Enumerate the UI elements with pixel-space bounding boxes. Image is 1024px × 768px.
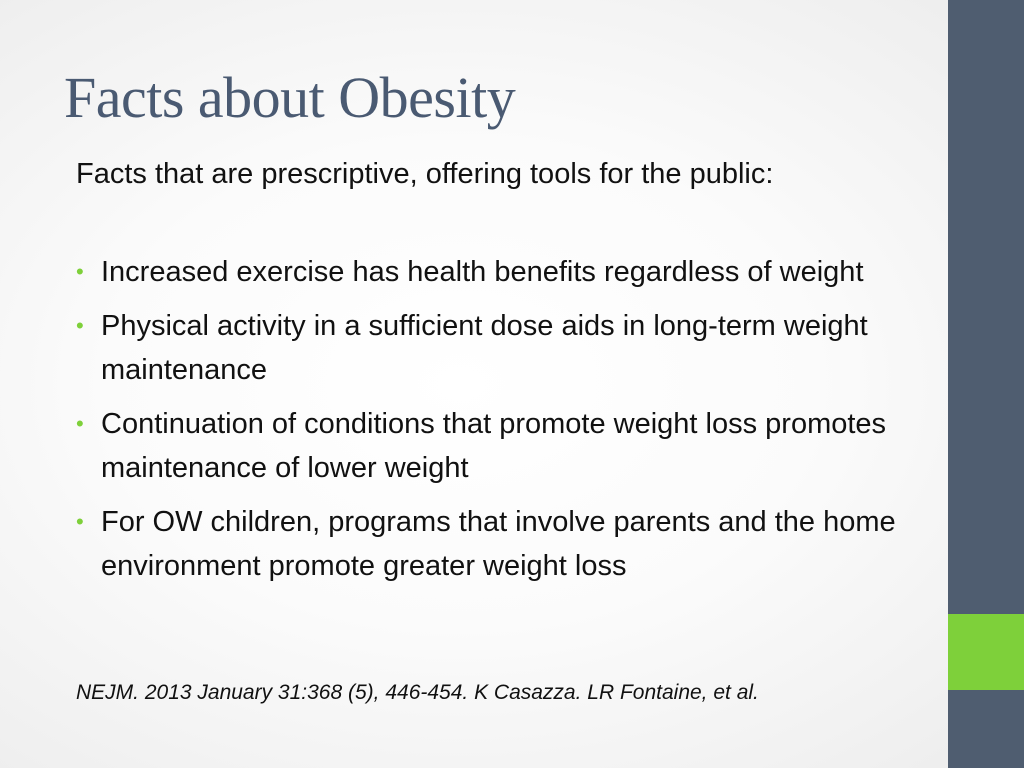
intro-text: Facts that are prescriptive, offering to… — [76, 158, 774, 190]
side-accent-block — [948, 614, 1024, 690]
bullet-text: Increased exercise has health benefits r… — [101, 256, 864, 288]
citation: NEJM. 2013 January 31:368 (5), 446-454. … — [76, 681, 759, 704]
bullet-text: Physical activity in a sufficient dose a… — [101, 310, 868, 386]
bullet-item: • For OW children, programs that involve… — [76, 500, 916, 588]
bullet-dot-icon: • — [76, 411, 84, 436]
bullet-dot-icon: • — [76, 509, 84, 534]
bullet-list: • Increased exercise has health benefits… — [76, 250, 916, 598]
bullet-item: • Continuation of conditions that promot… — [76, 402, 916, 490]
bullet-dot-icon: • — [76, 259, 84, 284]
bullet-dot-icon: • — [76, 313, 84, 338]
bullet-text: Continuation of conditions that promote … — [101, 408, 887, 484]
bullet-text: For OW children, programs that involve p… — [101, 506, 896, 582]
bullet-item: • Physical activity in a sufficient dose… — [76, 304, 916, 392]
slide-title: Facts about Obesity — [64, 65, 516, 130]
bullet-item: • Increased exercise has health benefits… — [76, 250, 916, 294]
